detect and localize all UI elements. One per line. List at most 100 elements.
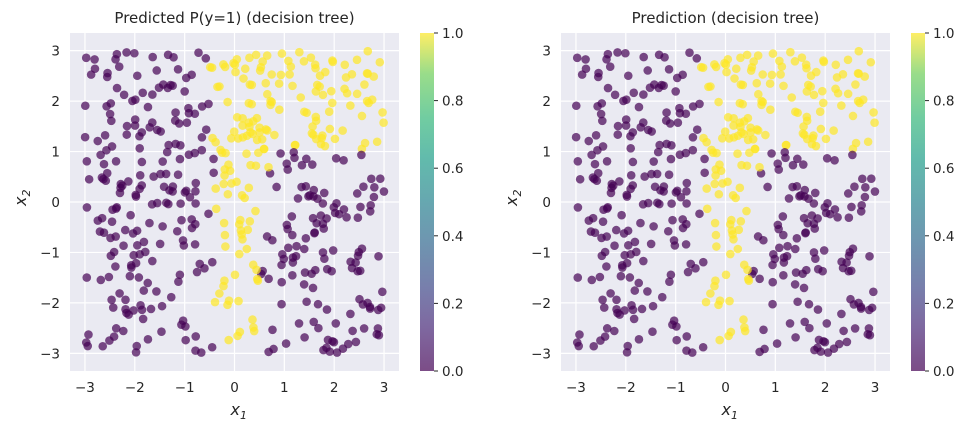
point-class-0: [177, 215, 186, 225]
point-class-0: [613, 48, 622, 57]
point-class-0: [612, 295, 621, 305]
point-class-1: [724, 331, 733, 341]
point-class-0: [681, 240, 691, 249]
point-class-0: [779, 271, 788, 280]
point-class-1: [793, 108, 802, 118]
point-class-1: [699, 133, 708, 143]
point-class-0: [130, 48, 139, 58]
point-class-1: [238, 235, 247, 244]
point-class-0: [299, 244, 309, 254]
point-class-0: [272, 182, 281, 192]
point-class-0: [184, 150, 194, 159]
point-class-1: [727, 215, 736, 225]
point-class-0: [610, 90, 620, 100]
point-class-1: [860, 72, 870, 81]
point-class-1: [777, 62, 787, 71]
point-class-0: [573, 157, 583, 166]
point-class-0: [577, 70, 587, 79]
point-class-0: [131, 348, 141, 357]
point-class-1: [736, 53, 745, 63]
x-tick-label: 2: [330, 380, 339, 396]
point-class-1: [798, 129, 808, 138]
point-class-0: [695, 99, 704, 109]
chart-panel-2: Prediction (decision tree)−3 −2 −1 0 1 2 3−3−2…: [502, 9, 954, 422]
point-class-1: [219, 179, 228, 189]
point-class-0: [810, 188, 820, 198]
point-class-1: [236, 215, 245, 225]
x-axis-label-main: x: [230, 400, 241, 419]
point-class-0: [648, 301, 658, 311]
point-class-1: [739, 129, 748, 139]
point-class-0: [143, 335, 153, 344]
point-class-1: [263, 89, 272, 99]
point-class-1: [352, 89, 362, 99]
y-tick-label: −2: [40, 296, 60, 312]
x-tick-label: 3: [380, 380, 389, 396]
point-class-0: [629, 88, 639, 98]
point-class-1: [738, 99, 748, 109]
point-class-1: [242, 244, 252, 254]
point-class-1: [729, 133, 739, 142]
point-class-1: [326, 86, 336, 96]
point-class-0: [97, 173, 107, 182]
point-class-0: [107, 217, 117, 226]
point-class-0: [774, 243, 784, 253]
point-class-1: [767, 70, 777, 80]
point-class-0: [798, 269, 807, 279]
point-class-0: [675, 103, 684, 113]
point-class-0: [319, 188, 329, 198]
point-class-1: [869, 108, 878, 117]
point-class-1: [787, 93, 797, 102]
point-class-0: [581, 55, 590, 64]
point-class-0: [590, 159, 600, 169]
point-class-0: [114, 62, 124, 72]
point-class-0: [784, 194, 794, 203]
point-class-0: [111, 54, 120, 64]
point-class-0: [575, 330, 584, 339]
point-class-0: [308, 213, 318, 223]
point-class-0: [631, 247, 641, 257]
point-class-0: [804, 299, 814, 309]
point-class-1: [809, 90, 819, 100]
point-class-1: [252, 265, 261, 275]
point-class-0: [671, 87, 680, 96]
point-class-0: [626, 170, 636, 180]
point-class-1: [311, 116, 321, 126]
point-class-1: [802, 63, 811, 73]
point-class-0: [602, 156, 612, 166]
point-class-0: [594, 68, 603, 78]
point-class-1: [223, 189, 233, 199]
point-class-0: [125, 271, 135, 281]
point-class-0: [356, 202, 365, 212]
point-class-0: [599, 303, 609, 312]
point-class-1: [704, 82, 713, 92]
point-class-1: [706, 289, 715, 298]
point-class-0: [639, 52, 648, 62]
point-class-0: [610, 326, 619, 336]
point-class-0: [207, 257, 217, 267]
point-class-0: [313, 194, 322, 204]
point-class-0: [122, 48, 131, 57]
point-class-1: [360, 138, 370, 148]
point-class-0: [374, 252, 383, 261]
colorbar-gradient: [911, 33, 925, 371]
point-class-0: [610, 241, 619, 251]
point-class-0: [132, 240, 142, 250]
point-class-0: [861, 183, 870, 192]
point-class-1: [710, 179, 719, 189]
point-class-0: [755, 274, 764, 284]
point-class-1: [715, 335, 724, 345]
point-class-0: [602, 232, 612, 241]
point-class-0: [584, 216, 594, 225]
point-class-0: [692, 54, 702, 63]
point-class-0: [157, 301, 167, 311]
point-class-0: [108, 303, 118, 312]
point-class-1: [295, 47, 304, 57]
point-class-0: [292, 241, 301, 251]
point-class-1: [378, 108, 387, 117]
point-class-1: [227, 179, 236, 188]
point-class-0: [621, 48, 630, 58]
point-class-0: [204, 99, 213, 109]
point-class-1: [226, 133, 236, 143]
point-class-1: [740, 116, 749, 126]
